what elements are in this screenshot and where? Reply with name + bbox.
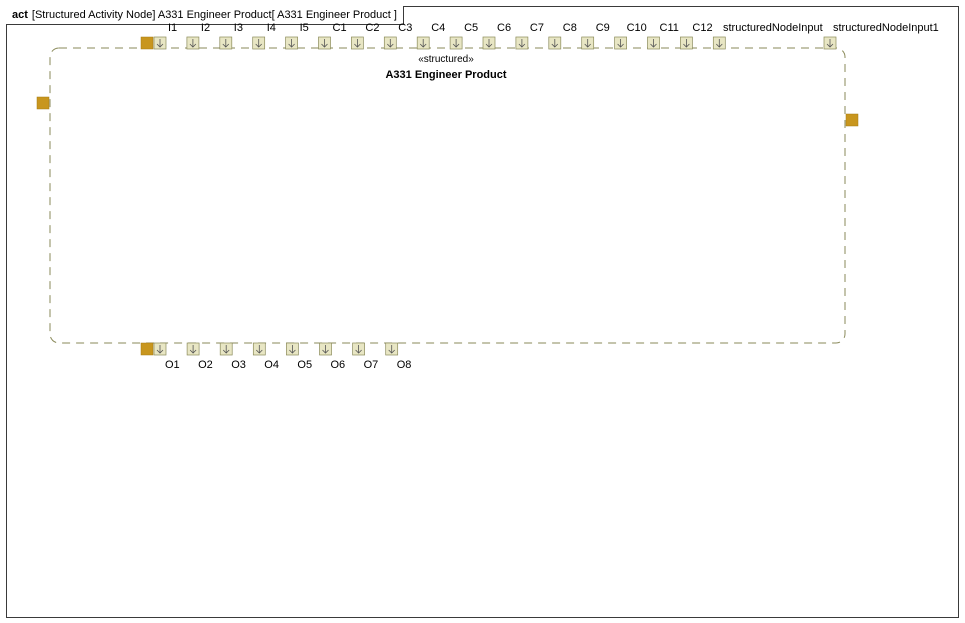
input-pin-label: I5: [300, 22, 309, 34]
input-pin-c7[interactable]: C7: [515, 22, 544, 50]
output-pin-o3[interactable]: O3: [219, 342, 246, 371]
input-pin-structurednodeinput[interactable]: structuredNodeInput: [712, 22, 823, 50]
input-pin-label: C1: [333, 22, 347, 34]
output-pin-label: O1: [165, 359, 180, 371]
output-pin-o5[interactable]: O5: [286, 342, 312, 371]
input-pin-label: C5: [464, 22, 478, 34]
input-pin-label: I2: [201, 22, 210, 34]
output-pin-label: O4: [264, 359, 279, 371]
input-pin-label: C2: [365, 22, 379, 34]
input-pins-group: I1 I2 I3 I4 I5 C1 C2 C3 C4 C5 C6 C7 C8 C9 C10 C11 C12 str…: [153, 22, 939, 50]
output-pin-o8[interactable]: O8: [385, 342, 412, 371]
output-pins-group: O1 O2 O3 O4 O5 O6 O7 O8: [153, 342, 412, 371]
input-pin-c11[interactable]: C11: [647, 22, 679, 50]
input-pin-label: C12: [692, 22, 712, 34]
frame-header: act [Structured Activity Node] A331 Engin…: [6, 6, 404, 25]
output-pin-o1[interactable]: O1: [153, 342, 180, 371]
output-pin-o6[interactable]: O6: [319, 342, 346, 371]
input-pin-label: C6: [497, 22, 511, 34]
structured-node-border[interactable]: [49, 47, 846, 344]
input-pin-c9[interactable]: C9: [581, 22, 610, 50]
input-pin-label: C10: [627, 22, 647, 34]
input-pin-i1[interactable]: I1: [153, 22, 177, 50]
input-pin-label: I4: [267, 22, 276, 34]
input-pin-c1[interactable]: C1: [318, 22, 347, 50]
output-pin-label: O6: [331, 359, 346, 371]
input-pin-c8[interactable]: C8: [548, 22, 577, 50]
input-pin-label: structuredNodeInput: [723, 22, 823, 34]
output-pin-o4[interactable]: O4: [252, 342, 279, 371]
input-pin-label: C7: [530, 22, 544, 34]
control-pin-bottom[interactable]: [140, 342, 154, 356]
output-pin-o2[interactable]: O2: [186, 342, 213, 371]
input-pin-label: structuredNodeInput1: [833, 22, 939, 34]
input-pin-label: C3: [398, 22, 412, 34]
input-pin-c10[interactable]: C10: [614, 22, 647, 50]
input-pin-i4[interactable]: I4: [252, 22, 276, 50]
input-pin-structurednodeinput1[interactable]: structuredNodeInput1: [823, 22, 939, 50]
control-pin-left[interactable]: [36, 96, 50, 110]
input-pin-label: C11: [660, 22, 679, 34]
input-pin-c3[interactable]: C3: [383, 22, 412, 50]
node-name: A331 Engineer Product: [385, 69, 506, 81]
input-pin-i5[interactable]: I5: [285, 22, 309, 50]
output-pin-label: O7: [364, 359, 379, 371]
input-pin-label: C9: [596, 22, 610, 34]
input-pin-label: I3: [234, 22, 243, 34]
node-stereotype: «structured»: [418, 54, 474, 65]
input-pin-c12[interactable]: C12: [680, 22, 713, 50]
frame-kind: act: [12, 9, 28, 21]
activity-frame: [6, 6, 959, 618]
input-pin-c5[interactable]: C5: [449, 22, 478, 50]
output-pin-label: O2: [198, 359, 213, 371]
input-pin-label: C8: [563, 22, 577, 34]
output-pin-label: O8: [397, 359, 412, 371]
input-pin-label: I1: [168, 22, 177, 34]
output-pin-label: O3: [231, 359, 246, 371]
frame-title: [Structured Activity Node] A331 Engineer…: [31, 9, 397, 21]
input-pin-label: C4: [431, 22, 445, 34]
input-pin-i2[interactable]: I2: [186, 22, 210, 50]
control-pin-right[interactable]: [845, 113, 859, 127]
control-pin-top[interactable]: [140, 36, 154, 50]
output-pin-o7[interactable]: O7: [352, 342, 379, 371]
output-pin-label: O5: [297, 359, 312, 371]
input-pin-c2[interactable]: C2: [351, 22, 379, 50]
input-pin-i3[interactable]: I3: [219, 22, 243, 50]
input-pin-c6[interactable]: C6: [482, 22, 511, 50]
input-pin-c4[interactable]: C4: [416, 22, 445, 50]
